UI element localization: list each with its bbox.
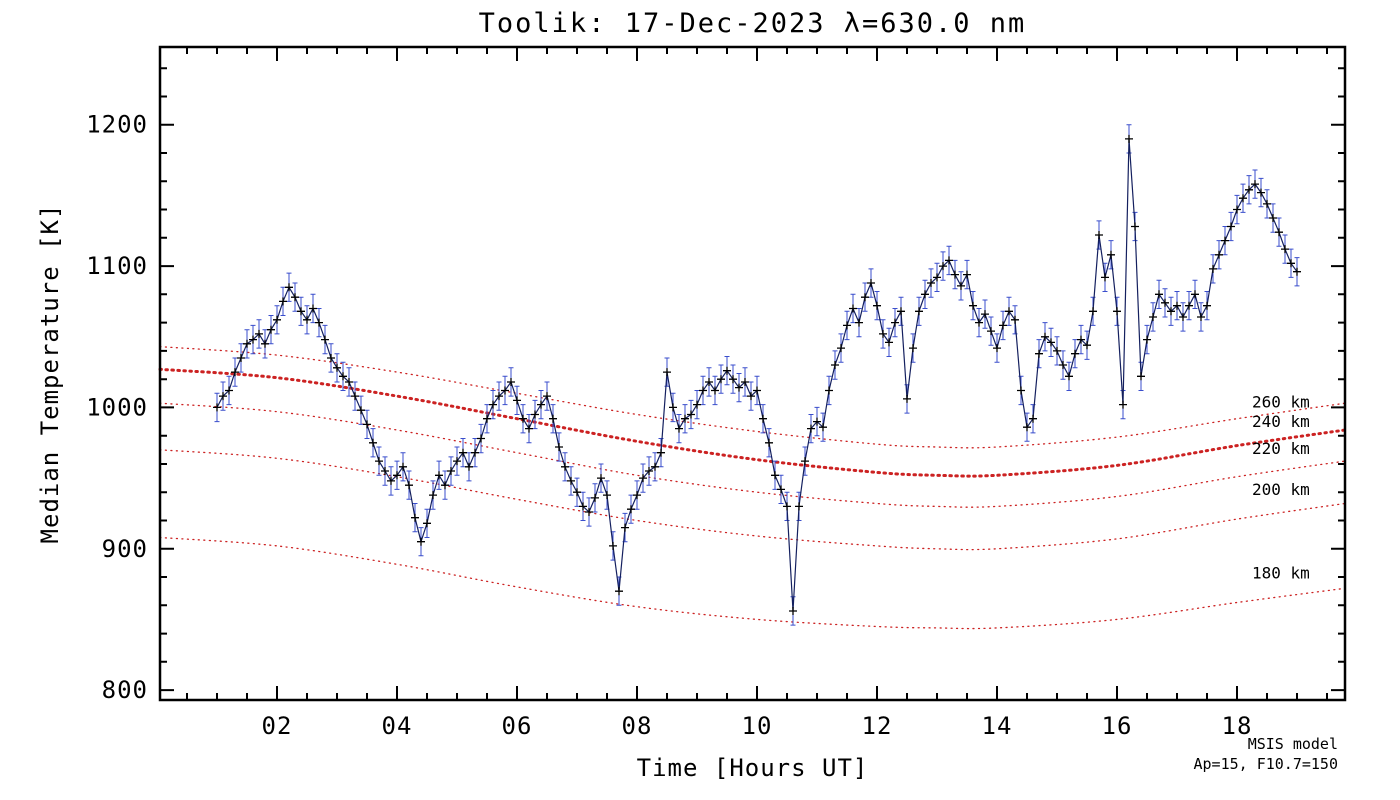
msis-curve-200-km <box>159 449 1346 551</box>
msis-altitude-label: 200 km <box>1252 480 1310 499</box>
msis-curve-180-km <box>159 536 1346 630</box>
axis-ticks <box>160 47 1345 700</box>
msis-altitude-label: 220 km <box>1252 439 1310 458</box>
msis-altitude-label: 180 km <box>1252 563 1310 582</box>
series-line <box>216 138 1298 612</box>
msis-annotation-model: MSIS model <box>1248 735 1338 753</box>
x-tick-label: 06 <box>502 712 533 740</box>
msis-curve-220-km <box>159 402 1346 508</box>
y-tick-label: 1000 <box>86 393 148 421</box>
chart-title: Toolik: 17-Dec-2023 λ=630.0 nm <box>479 8 1027 39</box>
x-tick-label: 14 <box>982 712 1013 740</box>
x-tick-label: 10 <box>742 712 773 740</box>
x-tick-label: 16 <box>1102 712 1133 740</box>
y-tick-label: 800 <box>102 676 148 704</box>
plot-frame <box>158 45 1347 702</box>
y-axis-label: Median Temperature [K] <box>36 204 64 544</box>
x-tick-label: 18 <box>1222 712 1253 740</box>
msis-altitude-label: 260 km <box>1252 392 1310 411</box>
msis-curve-240-km <box>158 367 1347 478</box>
x-tick-label: 04 <box>382 712 413 740</box>
x-tick-label: 12 <box>862 712 893 740</box>
x-tick-label: 08 <box>622 712 653 740</box>
series-plus-markers <box>213 134 1301 615</box>
series-error-bars <box>214 124 1300 626</box>
y-tick-label: 900 <box>102 535 148 563</box>
msis-annotation-params: Ap=15, F10.7=150 <box>1194 755 1339 773</box>
x-axis-label: Time [Hours UT] <box>637 754 869 782</box>
x-tick-label: 02 <box>262 712 293 740</box>
msis-altitude-label: 240 km <box>1252 412 1310 431</box>
msis-curve-260-km <box>159 345 1346 449</box>
y-tick-label: 1100 <box>86 252 148 280</box>
y-tick-label: 1200 <box>86 111 148 139</box>
